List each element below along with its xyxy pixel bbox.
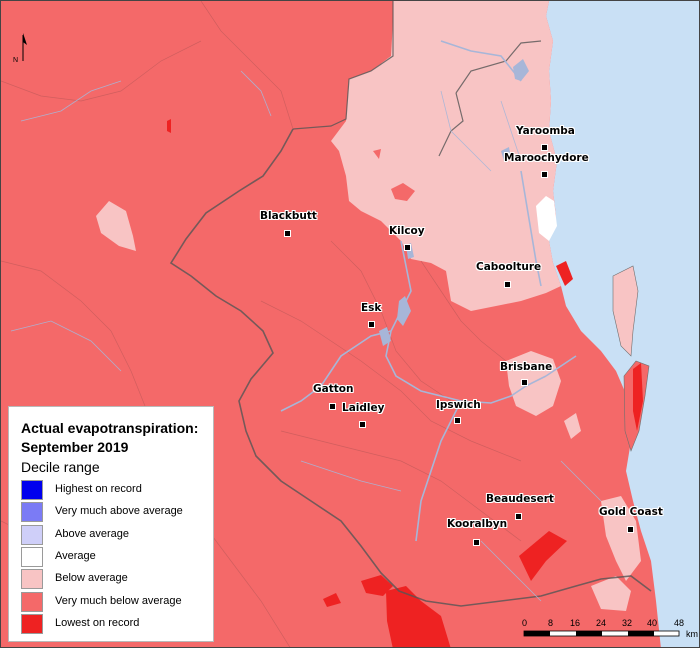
town-label-beaudesert[interactable]: Beaudesert [486, 493, 554, 505]
below-average-north [331, 1, 561, 311]
town-marker-maroochydore [541, 171, 548, 178]
town-marker-gatton [329, 403, 336, 410]
legend-label: Above average [55, 528, 129, 540]
scale-tick-label: 16 [570, 618, 581, 628]
town-label-kilcoy[interactable]: Kilcoy [389, 225, 425, 237]
legend-swatch [21, 480, 43, 500]
legend-swatch [21, 592, 43, 612]
scale-unit: km [686, 629, 698, 639]
legend-title-line2: September 2019 [21, 439, 129, 455]
below-average-goldcoast [601, 496, 641, 581]
lowest-patch-sw [361, 575, 393, 596]
scale-tick-label: 8 [548, 618, 554, 628]
legend-swatch [21, 614, 43, 634]
town-marker-yaroomba [541, 144, 548, 151]
lowest-patch-beaudesert [519, 531, 567, 581]
town-marker-caboolture [504, 281, 511, 288]
legend-item-lowest: Lowest on record [21, 614, 211, 636]
town-marker-gold-coast [627, 526, 634, 533]
lowest-patch-small [323, 593, 341, 607]
legend-label: Highest on record [55, 483, 142, 495]
town-marker-kilcoy [404, 244, 411, 251]
legend-swatch [21, 547, 43, 567]
town-marker-esk [368, 321, 375, 328]
legend-label: Very much below average [55, 595, 182, 607]
scale-tick-label: 48 [674, 618, 685, 628]
vmb-patch-1 [391, 183, 415, 201]
vmb-patch-2 [373, 149, 381, 159]
map-legend: Actual evapotranspiration: September 201… [8, 406, 214, 642]
legend-item-average: Average [21, 547, 211, 569]
scale-tick-label: 40 [647, 618, 658, 628]
below-average-south [591, 576, 631, 611]
legend-swatch [21, 502, 43, 522]
average-patch [536, 196, 557, 241]
below-average-brisbane [506, 351, 561, 416]
town-marker-blackbutt [284, 230, 291, 237]
legend-label: Below average [55, 572, 128, 584]
town-label-yaroomba[interactable]: Yaroomba [516, 125, 575, 137]
legend-item-very-much-below: Very much below average [21, 592, 211, 614]
town-marker-beaudesert [515, 513, 522, 520]
legend-label: Average [55, 550, 96, 562]
legend-title: Actual evapotranspiration: September 201… [21, 419, 198, 457]
lowest-patch-tiny [167, 119, 171, 133]
town-label-esk[interactable]: Esk [361, 302, 382, 314]
town-label-maroochydore[interactable]: Maroochydore [504, 152, 589, 164]
town-marker-ipswich [454, 417, 461, 424]
island-south-lowest [633, 363, 643, 431]
basin-boundary [169, 128, 652, 607]
scale-tick-label: 0 [522, 618, 528, 628]
town-label-laidley[interactable]: Laidley [342, 402, 385, 414]
town-label-caboolture[interactable]: Caboolture [476, 261, 542, 273]
north-label: N [13, 57, 19, 64]
town-marker-laidley [359, 421, 366, 428]
legend-label: Very much above average [55, 505, 183, 517]
scale-bar: 0 8 16 24 32 40 48 km [514, 618, 699, 646]
town-label-brisbane[interactable]: Brisbane [500, 361, 553, 373]
basin-boundary-north [292, 1, 394, 130]
legend-title-line1: Actual evapotranspiration: [21, 420, 199, 436]
town-label-gatton[interactable]: Gatton [313, 383, 354, 395]
town-label-blackbutt[interactable]: Blackbutt [260, 210, 317, 222]
north-arrow-icon [22, 33, 27, 61]
town-marker-brisbane [521, 379, 528, 386]
town-label-kooralbyn[interactable]: Kooralbyn [447, 518, 508, 530]
island-north [612, 265, 639, 357]
legend-item-very-much-above: Very much above average [21, 502, 211, 524]
legend-item-above: Above average [21, 525, 211, 547]
legend-label: Lowest on record [55, 617, 140, 629]
scale-bar-graphic [523, 630, 680, 637]
legend-item-below: Below average [21, 569, 211, 591]
scale-tick-label: 24 [596, 618, 607, 628]
basin-boundary-inner [438, 92, 464, 157]
legend-swatch [21, 569, 43, 589]
scale-tick-label: 32 [622, 618, 633, 628]
rivers [280, 40, 577, 542]
north-arrow [11, 31, 31, 66]
town-label-gold-coast[interactable]: Gold Coast [599, 506, 663, 518]
town-label-ipswich[interactable]: Ipswich [436, 399, 481, 411]
legend-item-highest: Highest on record [21, 480, 211, 502]
below-average-small [564, 413, 581, 439]
lowest-patch-south [386, 586, 451, 647]
legend-subtitle: Decile range [21, 459, 100, 475]
town-marker-kooralbyn [473, 539, 480, 546]
below-average-west [96, 201, 136, 251]
legend-swatch [21, 525, 43, 545]
lowest-patch-coast [556, 261, 573, 286]
water-bodies [379, 59, 529, 346]
